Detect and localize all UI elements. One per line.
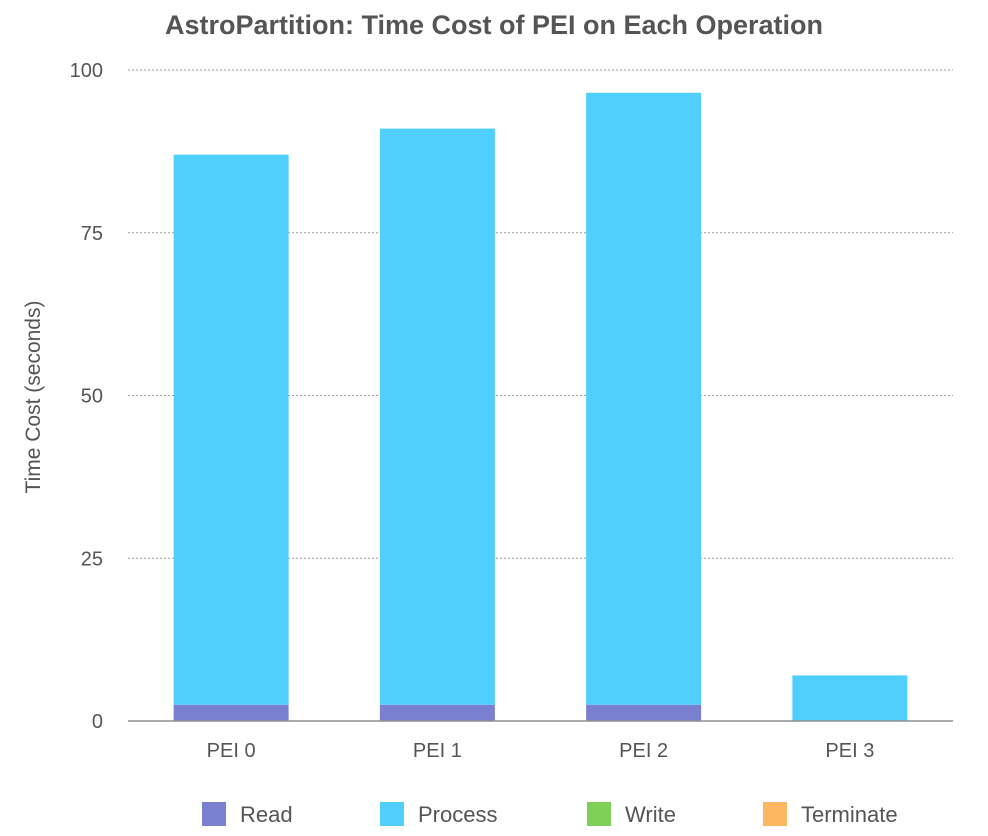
y-tick-label: 25 [81,548,103,570]
legend-label: Read [240,802,293,827]
legend-item-write: Write [587,802,676,827]
x-tick-label: PEI 0 [207,740,256,762]
bar-read-1 [379,704,495,721]
bars [173,92,908,721]
legend-swatch [587,802,611,826]
y-tick-label: 75 [81,223,103,245]
axes: 0 25 50 75 100 PEI 0 PEI 1 PEI 2 PEI 3 [70,60,953,762]
legend: Read Process Write Terminate [202,802,898,827]
bar-process-0 [173,154,289,705]
chart-title: AstroPartition: Time Cost of PEI on Each… [164,10,824,40]
bar-read-2 [586,704,702,721]
x-tick-label: PEI 2 [619,740,668,762]
bar-process-1 [379,128,495,705]
legend-item-read: Read [202,802,293,827]
legend-label: Process [418,802,497,827]
x-tick-label: PEI 3 [825,740,874,762]
legend-label: Write [625,802,676,827]
legend-swatch [763,802,787,826]
bar-process-3 [792,675,908,721]
legend-swatch [202,802,226,826]
y-tick-label: 100 [70,60,103,82]
bar-read-0 [173,704,289,721]
y-tick-label: 0 [92,711,103,733]
y-tick-label: 50 [81,386,103,408]
legend-swatch [380,802,404,826]
legend-label: Terminate [801,802,898,827]
legend-item-terminate: Terminate [763,802,898,827]
x-tick-label: PEI 1 [413,740,462,762]
bar-process-2 [586,92,702,705]
legend-item-process: Process [380,802,497,827]
y-axis-title: Time Cost (seconds) [22,301,45,494]
